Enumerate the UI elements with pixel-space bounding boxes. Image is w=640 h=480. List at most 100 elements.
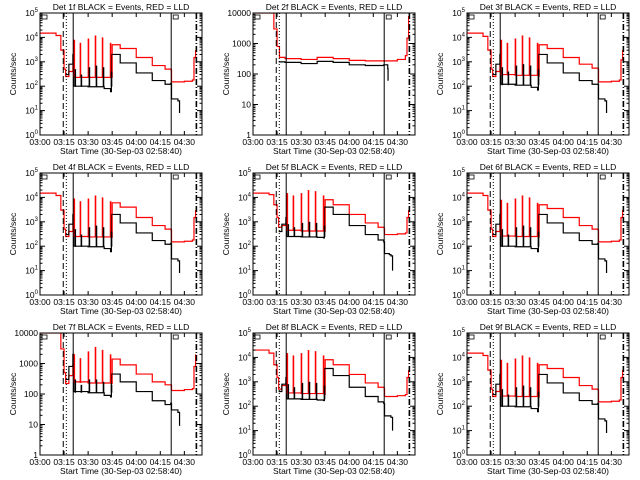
y-tick-label: 104 xyxy=(25,192,38,202)
panel-title: Det 5f BLACK = Events, RED = LLD xyxy=(266,162,403,172)
exponent: 4 xyxy=(462,32,466,38)
exponent: 2 xyxy=(462,401,466,407)
exponent: 2 xyxy=(462,241,466,247)
y-tick-label: 10000 xyxy=(227,8,251,18)
y-tick-label: 101 xyxy=(452,426,465,436)
y-tick-label: 102 xyxy=(25,241,38,251)
exponent: 5 xyxy=(462,328,466,334)
corner-mark xyxy=(468,174,475,180)
y-tick-label: 103 xyxy=(452,377,465,387)
x-tick-label: 03:45 xyxy=(529,137,551,147)
x-tick-label: 04:30 xyxy=(387,297,409,307)
x-tick-label: 04:30 xyxy=(387,457,409,467)
exponent: 4 xyxy=(248,192,252,198)
exponent: 2 xyxy=(35,81,39,87)
y-tick-label: 100 xyxy=(25,290,38,300)
x-tick-label: 03:00 xyxy=(29,457,51,467)
x-axis-label: Start Time (30-Sep-03 02:58:40) xyxy=(60,306,182,316)
y-tick-label: 10 xyxy=(242,100,252,110)
panel-3: 03:00 03:15 03:30 03:45 04:00 04:15 04:3010010… xyxy=(435,2,630,156)
x-tick-label: 04:30 xyxy=(601,457,623,467)
corner-mark xyxy=(385,14,392,20)
x-tick-label: 03:30 xyxy=(504,457,526,467)
x-tick-label: 03:15 xyxy=(266,137,288,147)
lld-series xyxy=(253,13,410,62)
exponent: 0 xyxy=(35,290,39,296)
y-tick-label: 102 xyxy=(452,81,465,91)
x-tick-label: 04:00 xyxy=(339,457,361,467)
events-series xyxy=(492,373,608,433)
x-tick-label: 03:30 xyxy=(290,457,312,467)
x-tick-label: 04:00 xyxy=(126,137,148,147)
exponent: 5 xyxy=(462,168,466,174)
x-tick-label: 03:00 xyxy=(242,457,264,467)
y-tick-label: 104 xyxy=(25,32,38,42)
exponent: 5 xyxy=(462,8,466,14)
y-axis-label: Counts/sec xyxy=(8,212,18,255)
y-tick-label: 103 xyxy=(452,57,465,67)
corner-mark xyxy=(599,14,606,20)
panel-8: 03:00 03:15 03:30 03:45 04:00 04:15 04:3010010… xyxy=(221,322,416,476)
corner-mark xyxy=(385,334,392,340)
events-series xyxy=(278,206,394,271)
y-tick-label: 1 xyxy=(33,450,38,460)
lld-series xyxy=(467,192,624,243)
x-tick-label: 03:00 xyxy=(242,297,264,307)
plot-frame xyxy=(252,332,416,456)
events-series xyxy=(278,367,394,431)
y-tick-label: 103 xyxy=(25,57,38,67)
x-tick-label: 03:30 xyxy=(77,137,99,147)
exponent: 0 xyxy=(35,130,39,136)
plot-area xyxy=(467,13,625,135)
plot-frame xyxy=(466,332,630,456)
panel-4: 03:00 03:15 03:30 03:45 04:00 04:15 04:3010010… xyxy=(8,162,203,316)
y-tick-label: 100 xyxy=(452,130,465,140)
x-tick-label: 03:15 xyxy=(53,297,75,307)
y-tick-label: 102 xyxy=(452,241,465,251)
lld-series xyxy=(253,192,410,236)
exponent: 2 xyxy=(462,81,466,87)
plot-frame xyxy=(466,12,630,136)
corner-mark xyxy=(41,14,48,20)
y-tick-label: 103 xyxy=(25,217,38,227)
plot-area xyxy=(467,173,625,295)
exponent: 1 xyxy=(462,266,466,272)
y-tick-label: 103 xyxy=(238,217,251,227)
x-axis-label: Start Time (30-Sep-03 02:58:40) xyxy=(60,146,182,156)
events-series xyxy=(278,60,389,81)
x-tick-label: 03:00 xyxy=(456,137,478,147)
x-tick-label: 04:30 xyxy=(601,297,623,307)
corner-mark xyxy=(468,334,475,340)
y-tick-label: 105 xyxy=(452,8,465,18)
y-axis-label: Counts/sec xyxy=(8,52,18,95)
y-tick-label: 101 xyxy=(238,266,251,276)
plot-area xyxy=(40,333,198,455)
corner-mark xyxy=(385,174,392,180)
panel-title: Det 8f BLACK = Events, RED = LLD xyxy=(266,322,403,332)
panel-title: Det 3f BLACK = Events, RED = LLD xyxy=(480,2,617,12)
plot-frame xyxy=(252,172,416,296)
x-tick-label: 04:15 xyxy=(577,297,599,307)
y-tick-label: 100 xyxy=(24,389,38,399)
x-tick-label: 03:15 xyxy=(480,457,502,467)
panel-title: Det 4f BLACK = Events, RED = LLD xyxy=(53,162,190,172)
lld-series xyxy=(467,352,624,403)
exponent: 1 xyxy=(248,266,252,272)
x-tick-label: 04:30 xyxy=(174,297,196,307)
x-tick-label: 04:30 xyxy=(174,137,196,147)
y-tick-label: 100 xyxy=(238,450,251,460)
exponent: 4 xyxy=(35,192,39,198)
panel-title: Det 1f BLACK = Events, RED = LLD xyxy=(53,2,190,12)
y-tick-label: 100 xyxy=(238,290,251,300)
plot-area xyxy=(40,173,198,295)
corner-mark xyxy=(254,14,261,20)
y-tick-label: 105 xyxy=(25,168,38,178)
y-tick-label: 103 xyxy=(452,217,465,227)
exponent: 1 xyxy=(462,426,466,432)
y-tick-label: 104 xyxy=(238,352,251,362)
plot-area xyxy=(253,13,411,135)
x-axis-label: Start Time (30-Sep-03 02:58:40) xyxy=(273,146,395,156)
x-axis-label: Start Time (30-Sep-03 02:58:40) xyxy=(487,146,609,156)
y-axis-label: Counts/sec xyxy=(8,372,18,415)
x-tick-label: 03:45 xyxy=(102,457,124,467)
